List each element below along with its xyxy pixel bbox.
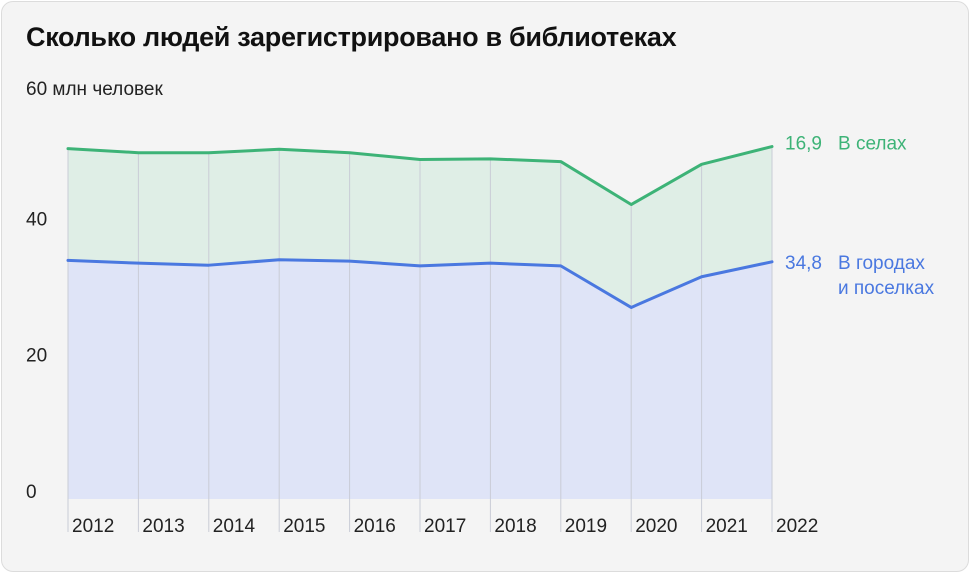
urban-end-label: и поселках (838, 278, 935, 299)
x-tick-label: 2017 (424, 516, 466, 537)
x-tick-label: 2013 (142, 516, 184, 537)
x-tick-label: 2016 (354, 516, 396, 537)
x-tick-label: 2018 (494, 516, 536, 537)
urban-line (66, 258, 774, 309)
x-tick-label: 2022 (776, 516, 818, 537)
rural-total-line (66, 145, 774, 207)
x-tick-label: 2021 (706, 516, 748, 537)
x-tick-label: 2020 (635, 516, 677, 537)
x-tick-label: 2015 (283, 516, 325, 537)
x-tick-label: 2019 (565, 516, 607, 537)
unit-label: 60 млн человек (26, 79, 163, 100)
chart-title: Сколько людей зарегистрировано в библиот… (26, 22, 677, 52)
urban-end-label: В городах (838, 253, 925, 274)
x-tick-label: 2014 (213, 516, 256, 537)
y-tick-label: 0 (26, 482, 37, 503)
y-tick-label: 40 (26, 209, 47, 230)
urban-end-value: 34,8 (785, 253, 822, 274)
x-tick-label: 2012 (72, 516, 114, 537)
y-tick-label: 20 (26, 346, 47, 367)
rural-end-label: В селах (838, 134, 907, 155)
rural-end-value: 16,9 (785, 134, 822, 155)
